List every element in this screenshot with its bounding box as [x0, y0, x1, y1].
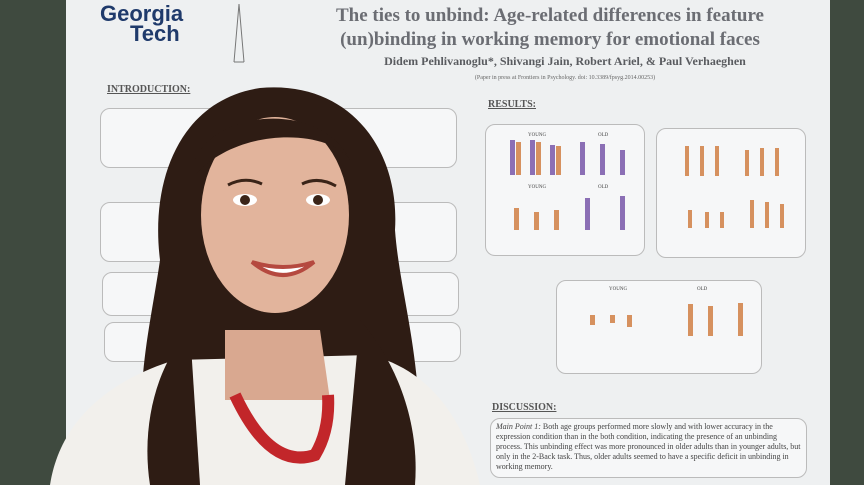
title-line: The ties to unbind: Age-related differen… — [336, 5, 764, 26]
discussion-box: Main Point 1: Both age groups performed … — [490, 418, 807, 478]
point-text: Both age groups performed more slowly an… — [496, 422, 801, 471]
point-label: Main Point 1: — [496, 422, 541, 431]
panel-label: OLD — [598, 133, 609, 138]
logo: Georgia Tech — [100, 1, 184, 46]
note: (Paper in press at Frontiers in Psycholo… — [474, 75, 656, 81]
authors: Didem Pehlivanoglu*, Shivangi Jain, Robe… — [384, 54, 746, 68]
title-line: (un)binding in working memory for emotio… — [340, 29, 760, 50]
logo-spire — [233, 3, 245, 63]
logo-text: Tech — [130, 21, 180, 46]
section-heading: RESULTS: — [488, 99, 536, 110]
panel-label: OLD — [598, 185, 609, 190]
section-heading: INTRODUCTION: — [107, 84, 191, 95]
figure-box — [656, 128, 806, 258]
panel-label: YOUNG — [609, 287, 628, 292]
panel-label: OLD — [697, 287, 708, 292]
logo-text: Georgia — [100, 1, 184, 26]
section-heading: DISCUSSION: — [492, 402, 557, 413]
panel-label: YOUNG — [528, 133, 547, 138]
poster-title: The ties to unbind: Age-related differen… — [300, 4, 800, 52]
panel-label: YOUNG — [528, 185, 547, 190]
figure-box: YOUNG OLD — [556, 280, 762, 374]
